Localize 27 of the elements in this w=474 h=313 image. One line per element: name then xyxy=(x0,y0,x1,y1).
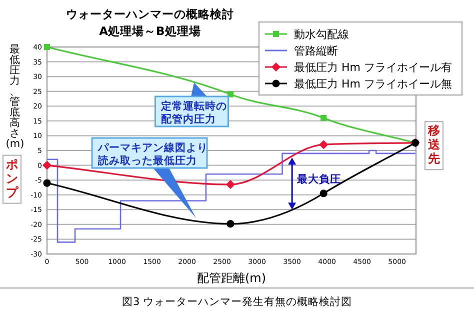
annotation: 定常運転時の配管内圧力 xyxy=(154,82,229,128)
annotation: 移送先 xyxy=(424,121,444,170)
point xyxy=(320,190,328,198)
point xyxy=(320,114,327,121)
point xyxy=(319,140,328,150)
legend-label: 管路縦断 xyxy=(294,44,338,58)
annotation: 最大負圧 xyxy=(296,172,342,186)
chart-subtitle: A処理場～B処理場 xyxy=(99,24,201,38)
point xyxy=(42,160,52,170)
annotation: 移送先 xyxy=(427,124,441,166)
chart-title: ウォーターハンマーの概略検討 xyxy=(66,7,234,21)
point xyxy=(226,180,235,190)
point xyxy=(226,220,234,228)
text: 最低圧力、管底高さ(m) xyxy=(6,44,24,150)
point xyxy=(227,91,234,98)
annotation: ポンプ xyxy=(2,154,22,204)
annotation: ポンプ xyxy=(5,157,19,200)
annotation: パーマキアン線図より読み取った最低圧力 xyxy=(97,141,208,167)
legend-label: 最低圧力 Hm フライホイール有 xyxy=(294,61,452,74)
caption: 図3 ウォーターハンマー発生有無の概略検討図 xyxy=(122,295,352,308)
annotation: 最大負圧 xyxy=(288,158,342,210)
point xyxy=(43,179,51,187)
x-axis-title: 配管距離(m) xyxy=(196,271,266,285)
legend-label: 最低圧力 Hm フライホイール無 xyxy=(294,78,452,90)
annotation: 定常運転時の配管内圧力 xyxy=(160,99,228,126)
point xyxy=(44,44,50,50)
legend-label: 動水勾配線 xyxy=(294,28,349,41)
